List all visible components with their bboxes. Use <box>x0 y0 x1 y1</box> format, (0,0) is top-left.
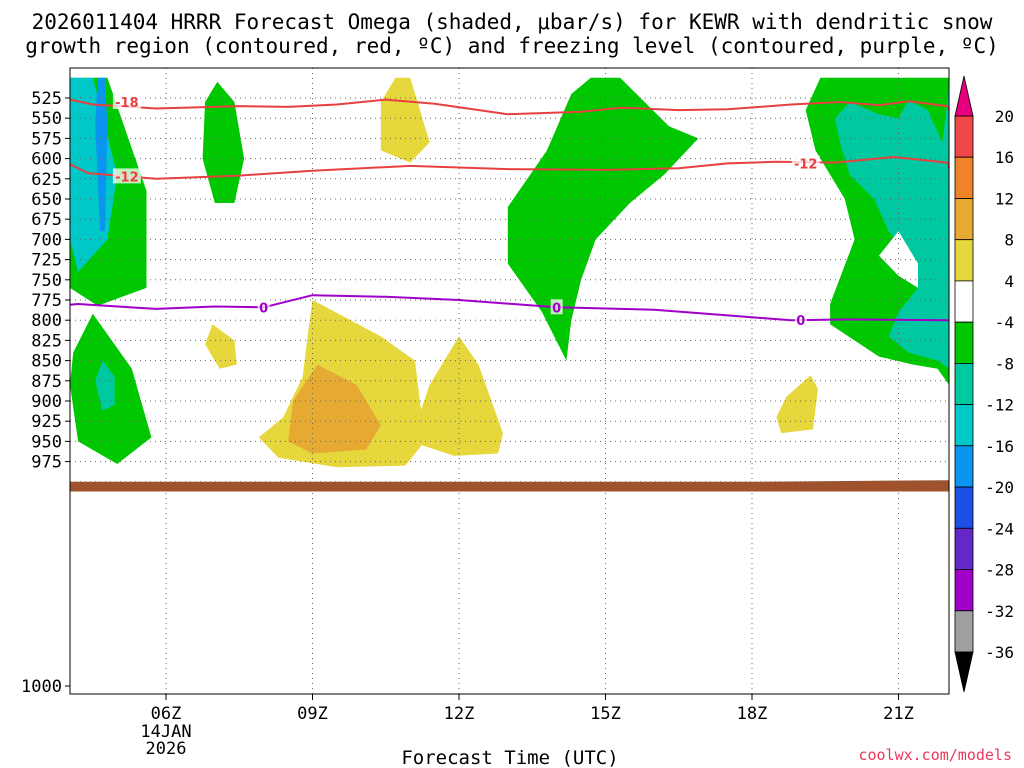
contour-label-bg-4 <box>550 299 563 315</box>
colorbar-bin--8--4 <box>954 321 974 364</box>
colorbar-bin--12--8 <box>954 362 974 405</box>
colorbar-bin-4-8 <box>954 239 974 282</box>
x-tick-label-09Z: 09Z <box>297 704 328 724</box>
contour-freezing-level <box>69 294 950 322</box>
colorbar-label-20: 20 <box>995 107 1014 126</box>
y-tick-label-700: 700 <box>31 230 62 250</box>
omega-region-4 <box>95 360 115 411</box>
plot-area: -18 -12 -12 0 0 0 <box>69 67 950 695</box>
y-tick-label-850: 850 <box>31 352 62 372</box>
ground-layer <box>70 480 949 492</box>
colorbar-bin--32--28 <box>954 569 974 612</box>
omega-region-16 <box>776 375 818 434</box>
contour-label-3: 0 <box>259 301 268 316</box>
colorbar-bin--16--12 <box>954 404 974 447</box>
contour-label-bg-1 <box>112 168 141 184</box>
x-tick-label-12Z: 12Z <box>444 704 475 724</box>
contour-label-0: -18 <box>115 96 139 111</box>
colorbar-bin-8-12 <box>954 198 974 241</box>
y-tick-label-975: 975 <box>31 453 62 473</box>
y-tick-label-750: 750 <box>31 271 62 291</box>
y-tick-label-600: 600 <box>31 150 62 170</box>
x-axis-label: Forecast Time (UTC) <box>401 747 618 768</box>
omega-region-12 <box>205 324 237 369</box>
y-tick-label-775: 775 <box>31 291 62 311</box>
omega-region-15 <box>288 364 381 454</box>
contour-label-2: -12 <box>794 157 818 172</box>
colorbar-label--24: -24 <box>985 519 1014 538</box>
colorbar-label--12: -12 <box>985 396 1014 415</box>
y-tick-label-575: 575 <box>31 129 62 149</box>
colorbar-label--32: -32 <box>985 602 1014 621</box>
colorbar-top-arrow <box>954 75 974 117</box>
contour-label-bg-2 <box>791 155 820 171</box>
colorbar-label--4: -4 <box>995 313 1014 332</box>
colorbar-label-4: 4 <box>1004 272 1014 291</box>
y-axis-ticks: 5255505756006256506757007257507758008258… <box>21 89 70 697</box>
contour-label-bg-0 <box>112 94 141 109</box>
contour-label-bg-5 <box>794 312 807 328</box>
contour-temp-minus18 <box>69 98 950 116</box>
colorbar-label--8: -8 <box>995 354 1014 373</box>
x-tick-label-15Z: 15Z <box>590 704 621 724</box>
x-tick-label-21Z: 21Z <box>883 704 914 724</box>
y-tick-label-875: 875 <box>31 372 62 392</box>
omega-region-6 <box>380 77 430 163</box>
y-tick-label-925: 925 <box>31 412 62 432</box>
x-tick-label-06Z: 06Z <box>151 704 182 724</box>
colorbar-label--28: -28 <box>985 561 1014 580</box>
colorbar: 20 16 12 8 4 -4 -8 -12 -16 -20 -24 -28 -32 -36 <box>954 75 1014 693</box>
y-tick-label-825: 825 <box>31 331 62 351</box>
colorbar-bin--24--20 <box>954 486 974 529</box>
y-tick-label-725: 725 <box>31 251 62 271</box>
chart-title-line2: growth region (contoured, red, ºC) and f… <box>25 34 999 58</box>
colorbar-bin-12-16 <box>954 156 974 199</box>
credit-text: coolwx.com/models <box>858 746 1012 764</box>
omega-shaded-regions <box>70 77 949 468</box>
omega-region-9 <box>835 85 949 369</box>
x-tick-year: 2026 <box>146 739 187 759</box>
colorbar-bin--4-4 <box>954 280 974 323</box>
colorbar-bin-16-20 <box>954 115 974 158</box>
omega-region-5 <box>202 81 245 203</box>
colorbar-label-12: 12 <box>995 190 1014 209</box>
y-tick-label-950: 950 <box>31 432 62 452</box>
contour-label-4: 0 <box>552 301 561 316</box>
colorbar-bottom-arrow <box>954 651 974 693</box>
contour-temp-minus12 <box>69 156 950 180</box>
y-tick-label-525: 525 <box>31 89 62 109</box>
colorbar-bin--36--32 <box>954 610 974 653</box>
ground-surface <box>70 480 949 492</box>
omega-region-7 <box>507 77 699 361</box>
contour-labels: -18 -12 -12 0 0 0 <box>112 94 820 329</box>
y-tick-label-650: 650 <box>31 190 62 210</box>
omega-region-11 <box>879 231 918 288</box>
contour-label-5: 0 <box>796 314 805 329</box>
contour-label-bg-3 <box>257 299 270 315</box>
colorbar-bin--28--24 <box>954 527 974 570</box>
colorbar-label-8: 8 <box>1004 231 1014 250</box>
colorbar-bin--20--16 <box>954 445 974 488</box>
y-tick-label-1000: 1000 <box>21 677 62 697</box>
x-tick-label-18Z: 18Z <box>737 704 768 724</box>
y-tick-label-800: 800 <box>31 311 62 331</box>
x-tick-date: 14JAN <box>140 722 191 742</box>
omega-region-14 <box>410 336 503 456</box>
omega-region-2 <box>95 77 108 232</box>
colorbar-label-16: 16 <box>995 148 1014 167</box>
colorbar-label--16: -16 <box>985 437 1014 456</box>
omega-region-1 <box>70 77 118 272</box>
y-tick-label-625: 625 <box>31 170 62 190</box>
temperature-contours <box>69 98 950 322</box>
contour-label-1: -12 <box>115 170 139 185</box>
y-tick-label-900: 900 <box>31 392 62 412</box>
chart-title-line1: 2026011404 HRRR Forecast Omega (shaded, … <box>32 10 993 34</box>
y-tick-label-550: 550 <box>31 109 62 129</box>
colorbar-label--36: -36 <box>985 643 1014 662</box>
y-tick-label-675: 675 <box>31 210 62 230</box>
colorbar-label--20: -20 <box>985 478 1014 497</box>
